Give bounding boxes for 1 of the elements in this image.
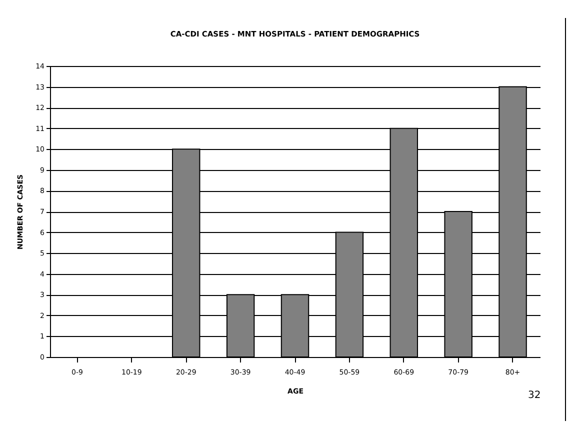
text: 32 bbox=[528, 390, 541, 401]
